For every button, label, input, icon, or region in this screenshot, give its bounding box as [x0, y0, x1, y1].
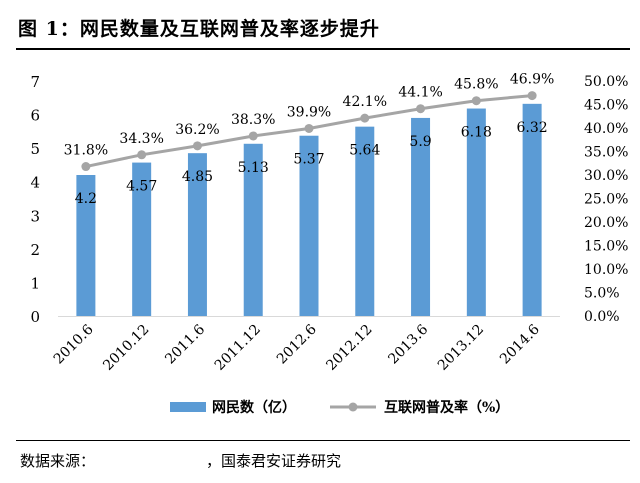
footer: 数据来源： ，国泰君安证券研究: [16, 440, 630, 481]
line-point: [304, 123, 314, 133]
x-axis-tick: 2011.12: [212, 322, 264, 374]
right-axis-tick: 25.0%: [584, 192, 628, 208]
right-axis-tick: 45.0%: [584, 98, 628, 114]
line-value-label: 42.1%: [343, 94, 387, 110]
bar: [76, 175, 96, 316]
bar-value-label: 5.13: [238, 160, 269, 176]
right-axis-tick: 15.0%: [584, 239, 628, 255]
line-value-label: 45.8%: [454, 77, 498, 93]
source-text: ，国泰君安证券研究: [206, 452, 342, 470]
bar: [187, 153, 207, 316]
line-value-label: 34.3%: [119, 131, 163, 147]
bar-value-label: 4.57: [126, 179, 157, 195]
legend-line-marker: [348, 402, 358, 412]
bar: [355, 126, 375, 317]
right-axis-tick: 35.0%: [584, 145, 628, 161]
x-axis-tick: 2013.6: [385, 321, 431, 367]
source-label: 数据来源：: [20, 452, 96, 470]
left-axis-tick: 3: [30, 207, 40, 225]
bar: [522, 103, 542, 316]
right-axis-tick: 0.0%: [584, 309, 620, 325]
bar: [132, 162, 152, 316]
right-axis-tick: 40.0%: [584, 121, 628, 137]
line-point: [81, 162, 91, 172]
x-axis-tick: 2013.12: [435, 322, 487, 374]
left-axis-tick: 2: [30, 241, 40, 259]
right-axis-tick: 10.0%: [584, 262, 628, 278]
legend-bar-swatch: [170, 402, 206, 412]
line-value-label: 44.1%: [398, 85, 442, 101]
left-axis-tick: 0: [30, 308, 40, 326]
line-value-label: 36.2%: [175, 122, 219, 138]
bar: [243, 143, 263, 316]
x-axis-tick: 2011.6: [162, 321, 208, 367]
line-point: [416, 104, 426, 114]
bar-value-label: 4.85: [182, 169, 213, 185]
right-axis-tick: 20.0%: [584, 215, 628, 231]
combo-chart: 0 1 2 3 4 5 6 7 0.0% 5.0% 10.0% 15.0% 20.0% 25.0% 30.0…: [30, 72, 628, 416]
right-axis-tick: 5.0%: [584, 286, 620, 302]
x-axis-tick: 2014.6: [497, 321, 543, 367]
line-value-label: 31.8%: [64, 143, 108, 159]
right-axis-tick: 30.0%: [584, 168, 628, 184]
line-point: [527, 91, 537, 101]
bar-value-label: 5.9: [409, 134, 431, 150]
line-point: [360, 113, 370, 123]
left-axis-tick: 4: [30, 174, 40, 192]
bar-value-label: 4.2: [75, 191, 97, 207]
bar: [466, 108, 486, 317]
x-axis-tick: 2010.6: [51, 321, 97, 367]
line-point: [248, 131, 258, 141]
bar-value-label: 5.64: [349, 143, 380, 159]
line-point: [137, 150, 147, 160]
title-bar: 图 1：网民数量及互联网普及率逐步提升: [16, 8, 630, 50]
bar: [299, 135, 319, 316]
line-value-label: 46.9%: [510, 72, 554, 88]
bar-value-label: 5.37: [293, 152, 324, 168]
left-axis-tick: 7: [30, 73, 40, 91]
legend-bar-label: 网民数（亿）: [212, 399, 296, 416]
line-point: [471, 96, 481, 106]
chart-title: 图 1：网民数量及互联网普及率逐步提升: [18, 18, 380, 40]
x-axis-tick: 2012.6: [274, 321, 320, 367]
x-axis-tick: 2010.12: [100, 322, 152, 374]
left-axis-tick: 6: [30, 107, 40, 125]
bar-value-label: 6.32: [517, 120, 548, 136]
left-axis-tick: 5: [30, 140, 40, 158]
left-axis-tick: 1: [30, 274, 40, 292]
x-axis-tick: 2012.12: [323, 322, 375, 374]
bar: [411, 117, 431, 316]
line-value-label: 38.3%: [231, 112, 275, 128]
right-axis-tick: 50.0%: [584, 74, 628, 90]
bar-value-label: 6.18: [461, 125, 492, 141]
line-point: [192, 141, 202, 151]
line-value-label: 39.9%: [287, 104, 331, 120]
legend-line-label: 互联网普及率（%）: [384, 399, 509, 416]
